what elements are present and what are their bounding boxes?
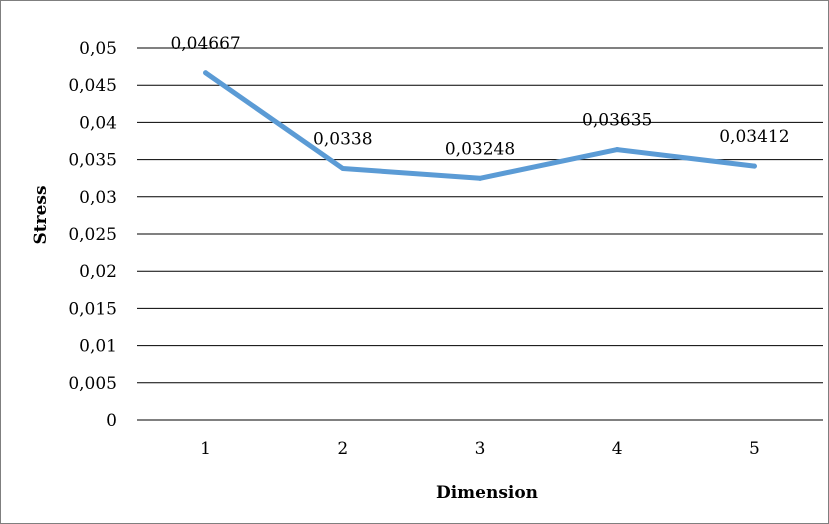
y-tick-label: 0,04 bbox=[79, 113, 117, 133]
x-tick-label: 1 bbox=[200, 439, 211, 459]
data-point bbox=[340, 166, 346, 172]
series-layer bbox=[203, 70, 757, 181]
series-line bbox=[203, 70, 757, 181]
y-tick-label: 0,045 bbox=[68, 76, 117, 96]
data-label: 0,03248 bbox=[445, 139, 515, 159]
data-label: 0,03412 bbox=[719, 127, 789, 147]
data-label: 0,03635 bbox=[582, 111, 652, 131]
y-tick-label: 0,025 bbox=[68, 225, 117, 245]
data-point bbox=[477, 175, 483, 181]
x-tick-label: 3 bbox=[475, 439, 486, 459]
y-axis-title: Stress bbox=[31, 185, 51, 244]
x-tick-label: 2 bbox=[337, 439, 348, 459]
y-tick-label: 0,02 bbox=[79, 262, 117, 282]
y-tick-label: 0,03 bbox=[79, 188, 117, 208]
gridlines bbox=[137, 47, 823, 421]
x-tick-label: 5 bbox=[749, 439, 760, 459]
y-tick-label: 0,015 bbox=[68, 299, 117, 319]
x-axis-title: Dimension bbox=[436, 483, 538, 503]
data-point bbox=[751, 163, 757, 169]
data-labels: 0,04667 0,0338 0,03248 0,03635 0,03412 bbox=[170, 34, 789, 160]
data-label: 0,04667 bbox=[170, 34, 240, 54]
data-point bbox=[614, 147, 620, 153]
x-axis-ticks: 1 2 3 4 5 bbox=[200, 439, 760, 459]
data-label: 0,0338 bbox=[313, 130, 372, 150]
y-tick-label: 0 bbox=[106, 411, 117, 431]
y-tick-label: 0,005 bbox=[68, 374, 117, 394]
y-tick-label: 0,05 bbox=[79, 39, 117, 59]
y-axis-ticks: 0 0,005 0,01 0,015 0,02 0,025 0,03 0,035 0,04 0,0… bbox=[68, 39, 117, 431]
y-tick-label: 0,035 bbox=[68, 151, 117, 171]
y-tick-label: 0,01 bbox=[79, 337, 117, 357]
x-tick-label: 4 bbox=[612, 439, 623, 459]
data-point bbox=[203, 70, 209, 76]
